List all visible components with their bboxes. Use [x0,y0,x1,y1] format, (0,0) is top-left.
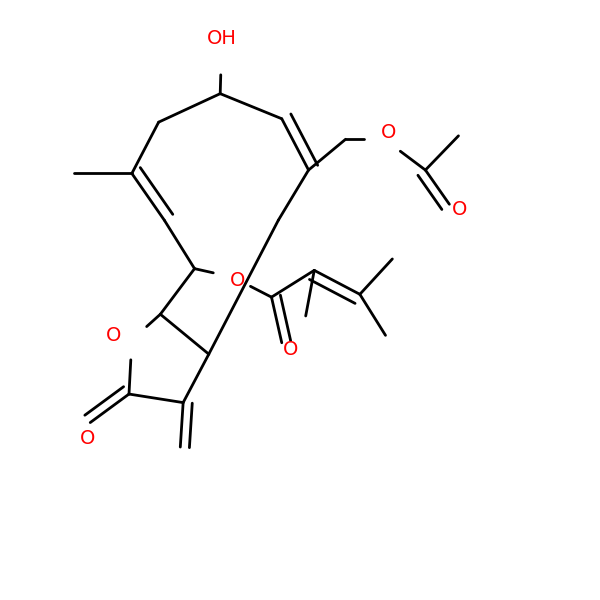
Text: O: O [106,326,122,345]
Text: O: O [230,271,245,290]
Text: OH: OH [206,29,236,48]
Text: O: O [283,340,299,359]
Text: O: O [452,200,467,220]
Text: O: O [381,123,397,142]
Text: O: O [80,429,95,448]
